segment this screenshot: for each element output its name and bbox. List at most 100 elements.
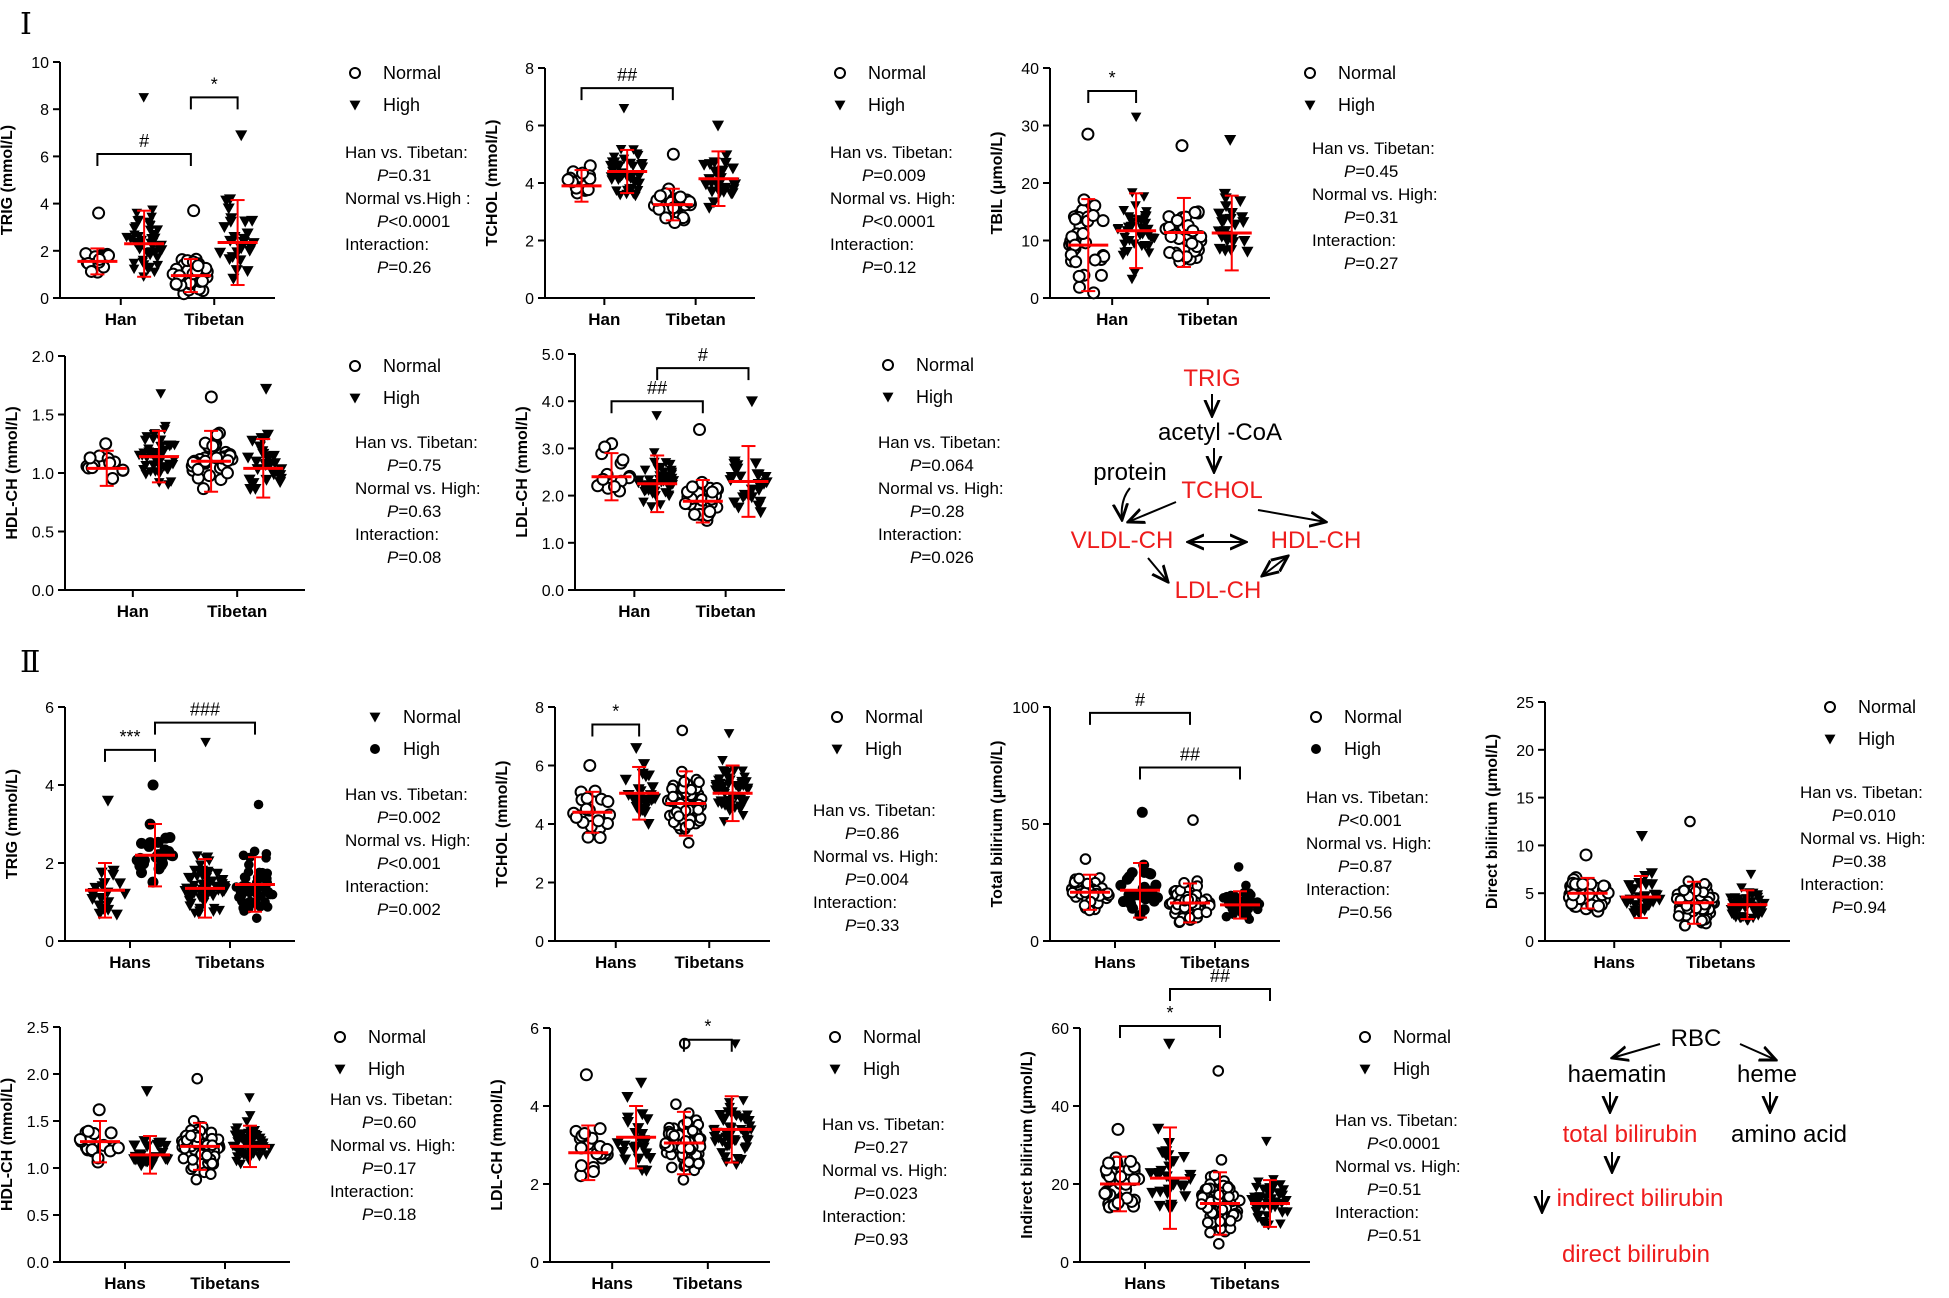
- data-point: [752, 500, 765, 512]
- stats-p-symbol: P: [377, 258, 389, 277]
- data-point: [145, 1159, 158, 1171]
- data-point: [637, 159, 648, 169]
- significance-label: *: [704, 1017, 711, 1037]
- stats-p-value: =0.26: [388, 258, 431, 277]
- data-point: [730, 1136, 742, 1147]
- stats-line: Han vs. Tibetan:: [330, 1090, 453, 1109]
- significance-bracket: [682, 1038, 733, 1052]
- stats-p-value: =0.87: [1349, 857, 1392, 876]
- data-point: [1136, 806, 1148, 818]
- data-point: [731, 460, 744, 472]
- group-tibetan-normal: [1159, 139, 1208, 269]
- data-point: [97, 903, 110, 915]
- pathway-protein: protein: [1093, 459, 1166, 486]
- legend-marker: [1311, 744, 1321, 754]
- data-point: [1684, 815, 1696, 828]
- data-point: [1087, 286, 1101, 300]
- legend-marker: [1310, 711, 1322, 723]
- data-point: [204, 878, 216, 889]
- data-point: [625, 174, 637, 184]
- stats-line: P=0.08: [387, 548, 441, 567]
- stats-line: P=0.75: [387, 456, 441, 475]
- y-tick-label: 0: [525, 291, 534, 308]
- data-point: [230, 1126, 241, 1136]
- data-point: [1123, 212, 1135, 222]
- data-point: [1078, 899, 1091, 912]
- data-point: [1204, 1226, 1216, 1239]
- stats-line: Interaction:: [830, 235, 914, 254]
- stats-p-value: =0.60: [373, 1113, 416, 1132]
- pathway-amino-acid: amino acid: [1731, 1121, 1847, 1148]
- data-point: [160, 421, 171, 432]
- data-point: [1226, 890, 1236, 901]
- y-tick-label: 2.0: [27, 1067, 49, 1084]
- group-tibetans-high: [1725, 869, 1770, 926]
- stats-p-value: =0.18: [373, 1205, 416, 1224]
- stats-p-symbol: P: [854, 1184, 866, 1203]
- y-tick-label: 6: [525, 119, 534, 136]
- data-point: [106, 471, 120, 485]
- stats-p-value: =0.28: [921, 502, 964, 521]
- data-point: [201, 888, 212, 898]
- arrow-ldl-hdl: [1262, 556, 1288, 576]
- data-point: [222, 203, 235, 215]
- stats-p-symbol: P: [387, 548, 399, 567]
- y-tick-label: 4: [530, 1099, 539, 1116]
- group-hans-normal: [1098, 1122, 1146, 1214]
- legend-label: High: [403, 739, 440, 759]
- data-point: [255, 901, 266, 912]
- stats-p-value: =0.023: [865, 1184, 917, 1203]
- data-point: [208, 903, 220, 914]
- data-point: [705, 485, 719, 499]
- data-point: [561, 173, 575, 187]
- pathway-haematin: haematin: [1568, 1061, 1667, 1088]
- data-point: [703, 159, 716, 171]
- stats-line: Interaction:: [1335, 1203, 1419, 1222]
- data-point: [220, 466, 234, 480]
- data-point: [1737, 912, 1749, 923]
- data-point: [243, 245, 256, 257]
- stats-line: Normal vs. High:: [330, 1136, 456, 1155]
- data-point: [1736, 883, 1747, 893]
- data-point: [205, 1168, 217, 1180]
- stats-line: Normal vs. High:: [345, 831, 471, 850]
- data-point: [618, 1140, 631, 1152]
- data-point: [1745, 869, 1757, 880]
- data-point: [244, 1093, 255, 1103]
- data-point: [185, 1129, 197, 1142]
- y-tick-label: 0.0: [32, 583, 54, 600]
- significance-label: ##: [1180, 744, 1200, 764]
- data-point: [195, 860, 206, 870]
- data-point: [214, 247, 227, 259]
- stats-p-value: <0.0001: [1378, 1134, 1440, 1153]
- data-point: [156, 857, 168, 869]
- legend-label: High: [368, 1059, 405, 1079]
- group-hans-normal: [85, 795, 131, 921]
- group-han-high: [133, 389, 180, 490]
- data-point: [191, 1072, 204, 1085]
- x-tick-label: Tibetans: [190, 1274, 260, 1293]
- y-tick-label: 10: [1516, 838, 1534, 855]
- data-point: [1252, 1213, 1264, 1223]
- data-point: [1111, 1122, 1125, 1136]
- data-point: [256, 891, 266, 901]
- data-point: [81, 1124, 95, 1138]
- data-point: [646, 502, 657, 512]
- data-point: [666, 147, 680, 161]
- stats-line: Normal vs. High:: [355, 479, 481, 498]
- data-point: [1165, 1199, 1178, 1211]
- y-tick-label: 2: [525, 234, 534, 251]
- significance-bracket: [1087, 90, 1138, 103]
- data-point: [611, 1138, 624, 1150]
- data-point: [186, 1154, 199, 1166]
- legend-marker: [834, 67, 846, 79]
- stats-line: P<0.0001: [377, 212, 450, 231]
- data-point: [1185, 236, 1199, 250]
- data-point: [240, 1140, 251, 1150]
- arrow-tchol-vldl: [1128, 501, 1177, 522]
- data-point: [633, 172, 645, 182]
- data-point: [260, 474, 273, 486]
- data-point: [598, 440, 612, 454]
- data-point: [677, 1173, 690, 1186]
- data-point: [638, 497, 649, 508]
